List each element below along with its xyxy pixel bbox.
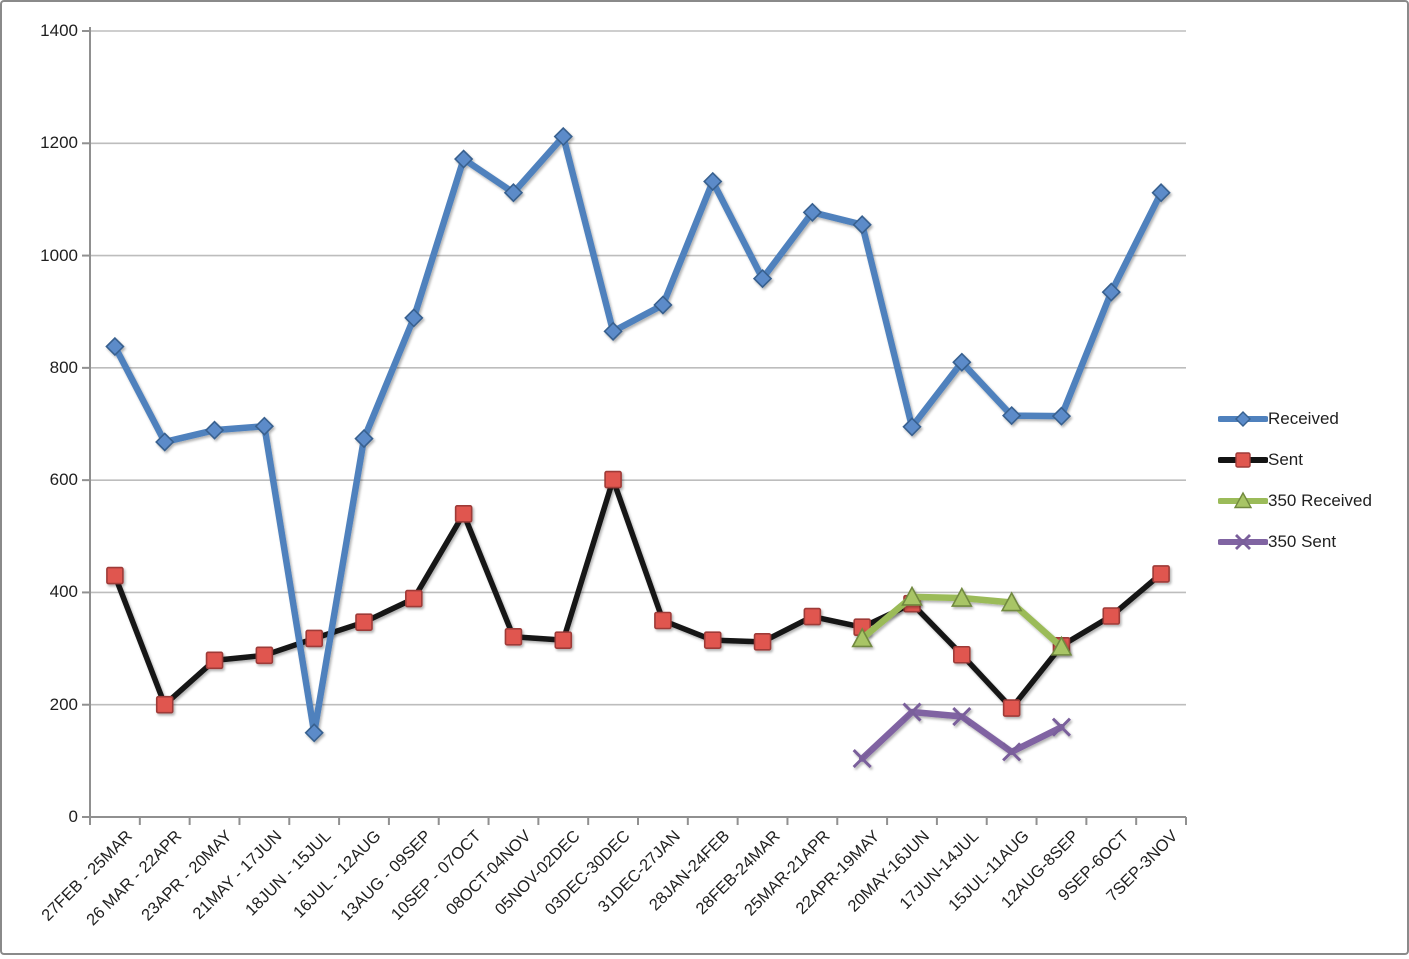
legend-item-received: Received bbox=[1218, 408, 1372, 430]
series-received bbox=[105, 126, 1171, 743]
y-axis-tick-label: 400 bbox=[49, 582, 78, 602]
series-350-sent bbox=[852, 702, 1072, 769]
legend-swatch-triangle-icon bbox=[1218, 491, 1268, 509]
y-axis-tick-label: 1200 bbox=[40, 133, 78, 153]
y-axis-tick-label: 1000 bbox=[40, 245, 78, 265]
series-sent bbox=[106, 470, 1170, 717]
series-350-received bbox=[851, 585, 1073, 656]
legend-label: Received bbox=[1268, 409, 1339, 428]
legend-swatch-diamond-icon bbox=[1218, 411, 1268, 427]
chart-legend: Received Sent 350 Received 350 Sent bbox=[1218, 408, 1372, 572]
legend-label: 350 Received bbox=[1268, 491, 1372, 510]
y-axis-tick-label: 800 bbox=[49, 357, 78, 377]
legend-label: Sent bbox=[1268, 450, 1303, 469]
y-axis-tick-label: 600 bbox=[49, 470, 78, 490]
legend-swatch-x-icon bbox=[1218, 534, 1268, 550]
legend-item-sent: Sent bbox=[1218, 449, 1372, 471]
legend-item-350-sent: 350 Sent bbox=[1218, 531, 1372, 553]
y-axis-tick-label: 200 bbox=[49, 694, 78, 714]
legend-item-350-received: 350 Received bbox=[1218, 490, 1372, 512]
legend-label: 350 Sent bbox=[1268, 532, 1337, 551]
y-axis-tick-label: 1400 bbox=[40, 21, 78, 40]
legend-swatch-square-icon bbox=[1218, 452, 1268, 468]
y-axis-tick-label: 0 bbox=[68, 807, 78, 826]
